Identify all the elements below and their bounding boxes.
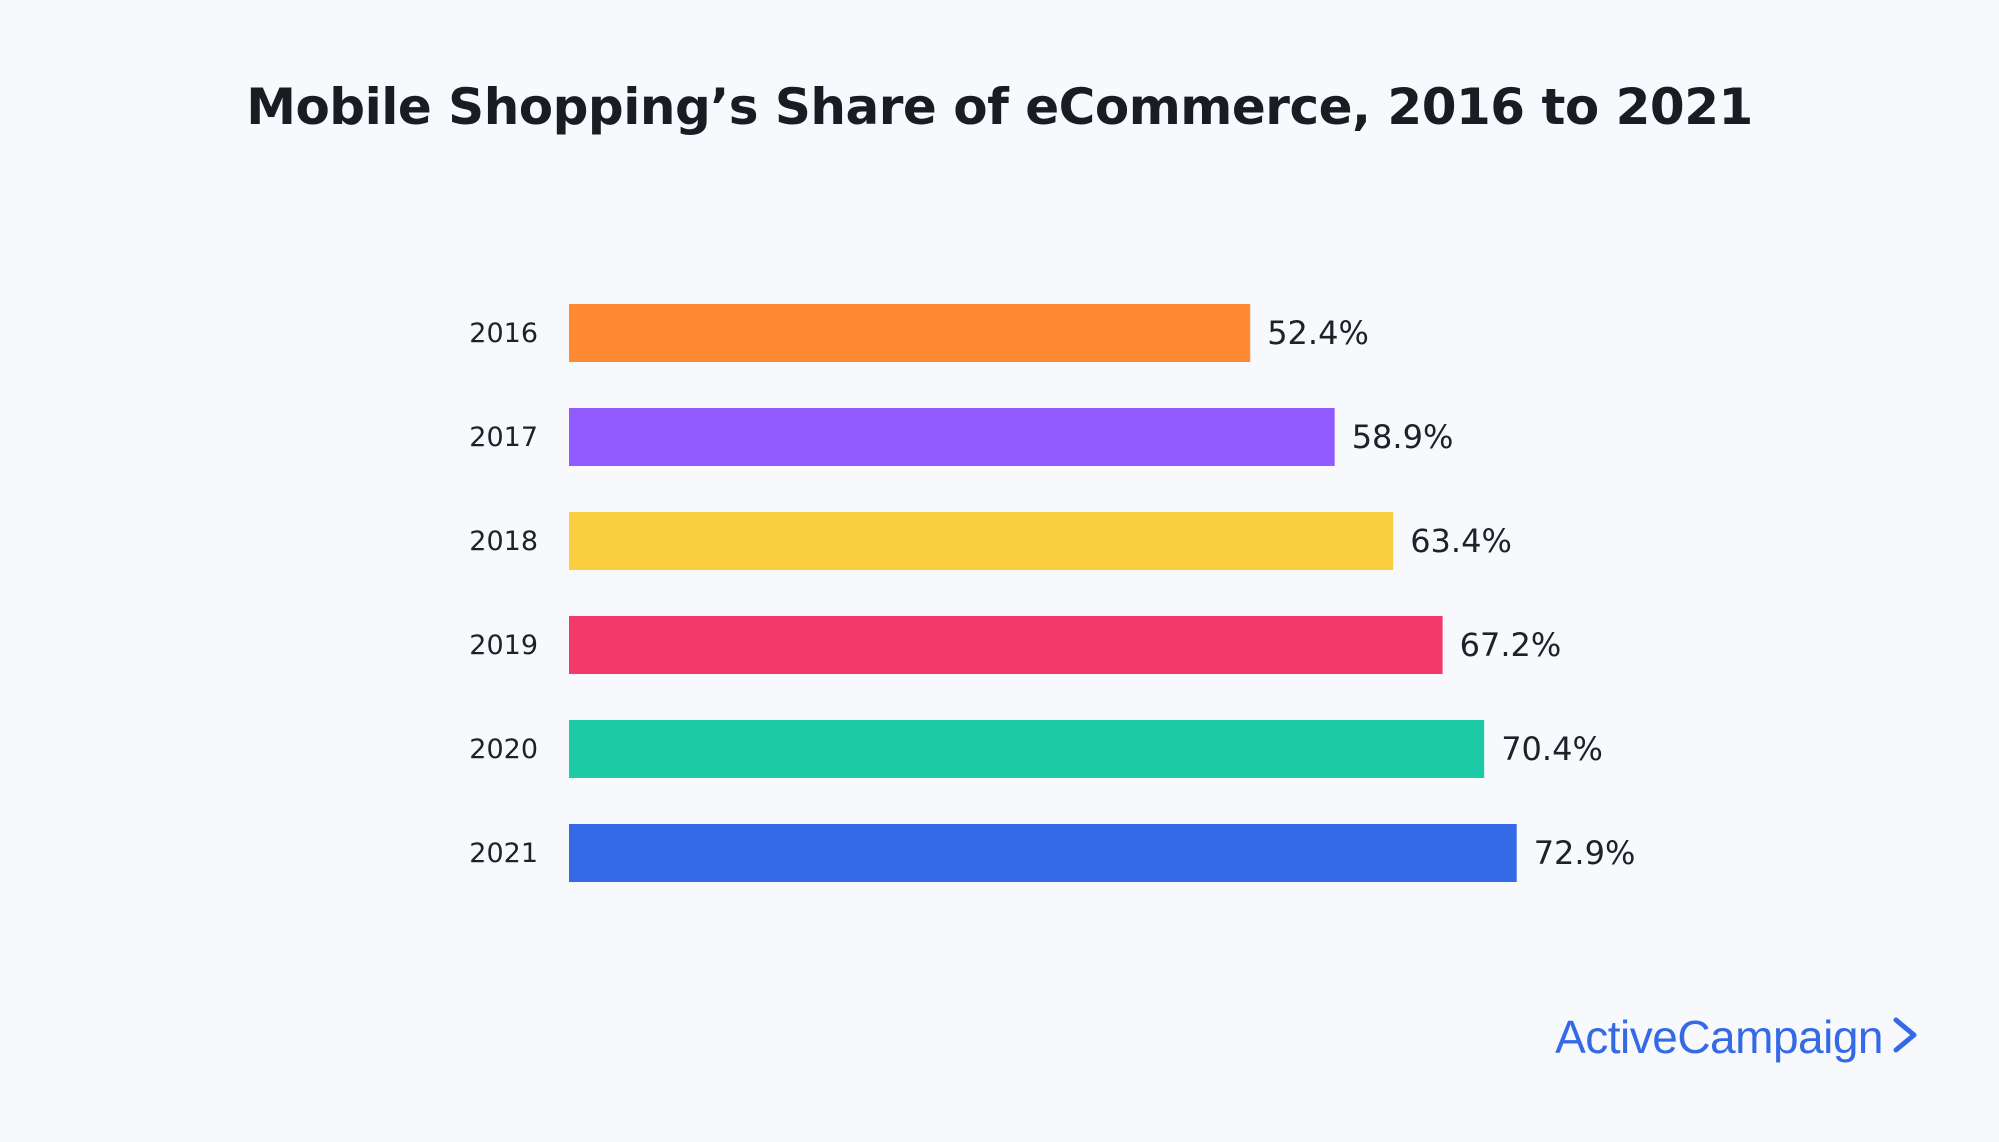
value-label-2019: 67.2% [1460,626,1562,664]
brand-logo: ActiveCampaign [1555,1010,1919,1064]
bar-2018 [569,512,1394,570]
chart-title: Mobile Shopping’s Share of eCommerce, 20… [246,78,1753,136]
category-label-2018: 2018 [469,526,538,557]
value-label-2017: 58.9% [1352,418,1454,456]
bar-2017 [569,408,1335,466]
bar-2019 [569,616,1443,674]
bar-2020 [569,720,1485,778]
bar-2021 [569,824,1517,882]
category-label-2017: 2017 [469,422,538,453]
chevron-right-icon [1891,1015,1919,1059]
value-label-2018: 63.4% [1410,522,1512,560]
category-label-2021: 2021 [469,838,538,869]
category-label-2019: 2019 [469,630,538,661]
bar-2016 [569,304,1251,362]
category-label-2016: 2016 [469,318,538,349]
category-label-2020: 2020 [469,734,538,765]
value-label-2021: 72.9% [1534,834,1636,872]
value-label-2020: 70.4% [1501,730,1603,768]
value-label-2016: 52.4% [1267,314,1369,352]
brand-name: ActiveCampaign [1555,1011,1883,1063]
